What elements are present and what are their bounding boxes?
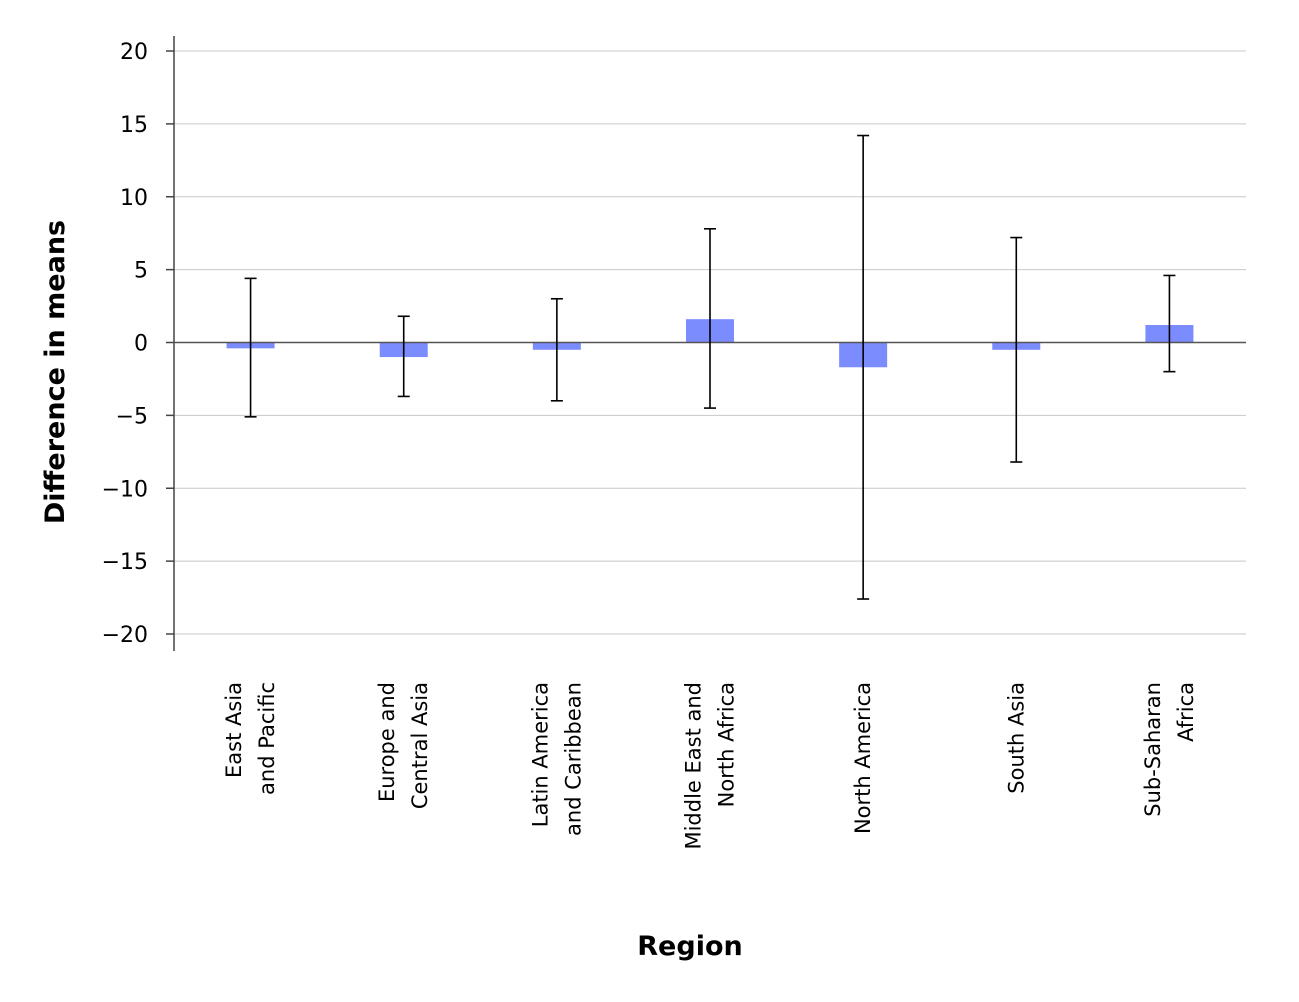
y-tick-label: 10 (120, 186, 148, 211)
gridlines (174, 50, 1246, 635)
x-axis-title: Region (637, 931, 742, 962)
y-tick-label: 20 (120, 40, 148, 65)
y-tick-label: 0 (134, 332, 148, 357)
category-label: Africa (1174, 682, 1198, 742)
error-bars (244, 134, 1176, 600)
category-label: Central Asia (408, 682, 432, 809)
category-label: North America (851, 682, 875, 834)
y-tick-label: −15 (102, 550, 148, 575)
y-tick-label: −20 (102, 623, 148, 648)
category-label: Middle East and (682, 682, 706, 850)
y-tick-label: 5 (134, 259, 148, 284)
category-label: East Asia (222, 682, 246, 778)
y-tick-labels: 20 15 10 5 0 −5 −10 −15 −20 (102, 40, 148, 648)
category-label: Latin America (528, 682, 552, 827)
category-label: South Asia (1004, 682, 1028, 794)
category-label: and Pacific (255, 682, 279, 795)
y-axis-title: Difference in means (40, 220, 71, 524)
category-label: Europe and (375, 682, 399, 802)
category-label: North Africa (715, 682, 739, 807)
y-tick-label: −10 (102, 477, 148, 502)
y-tick-label: −5 (116, 404, 148, 429)
category-labels: East Asia and Pacific Europe and Central As… (222, 682, 1198, 850)
y-tick-label: 15 (120, 113, 148, 138)
category-label: Sub-Saharan (1141, 682, 1165, 817)
category-label: and Caribbean (561, 682, 585, 836)
axes (166, 36, 1246, 651)
